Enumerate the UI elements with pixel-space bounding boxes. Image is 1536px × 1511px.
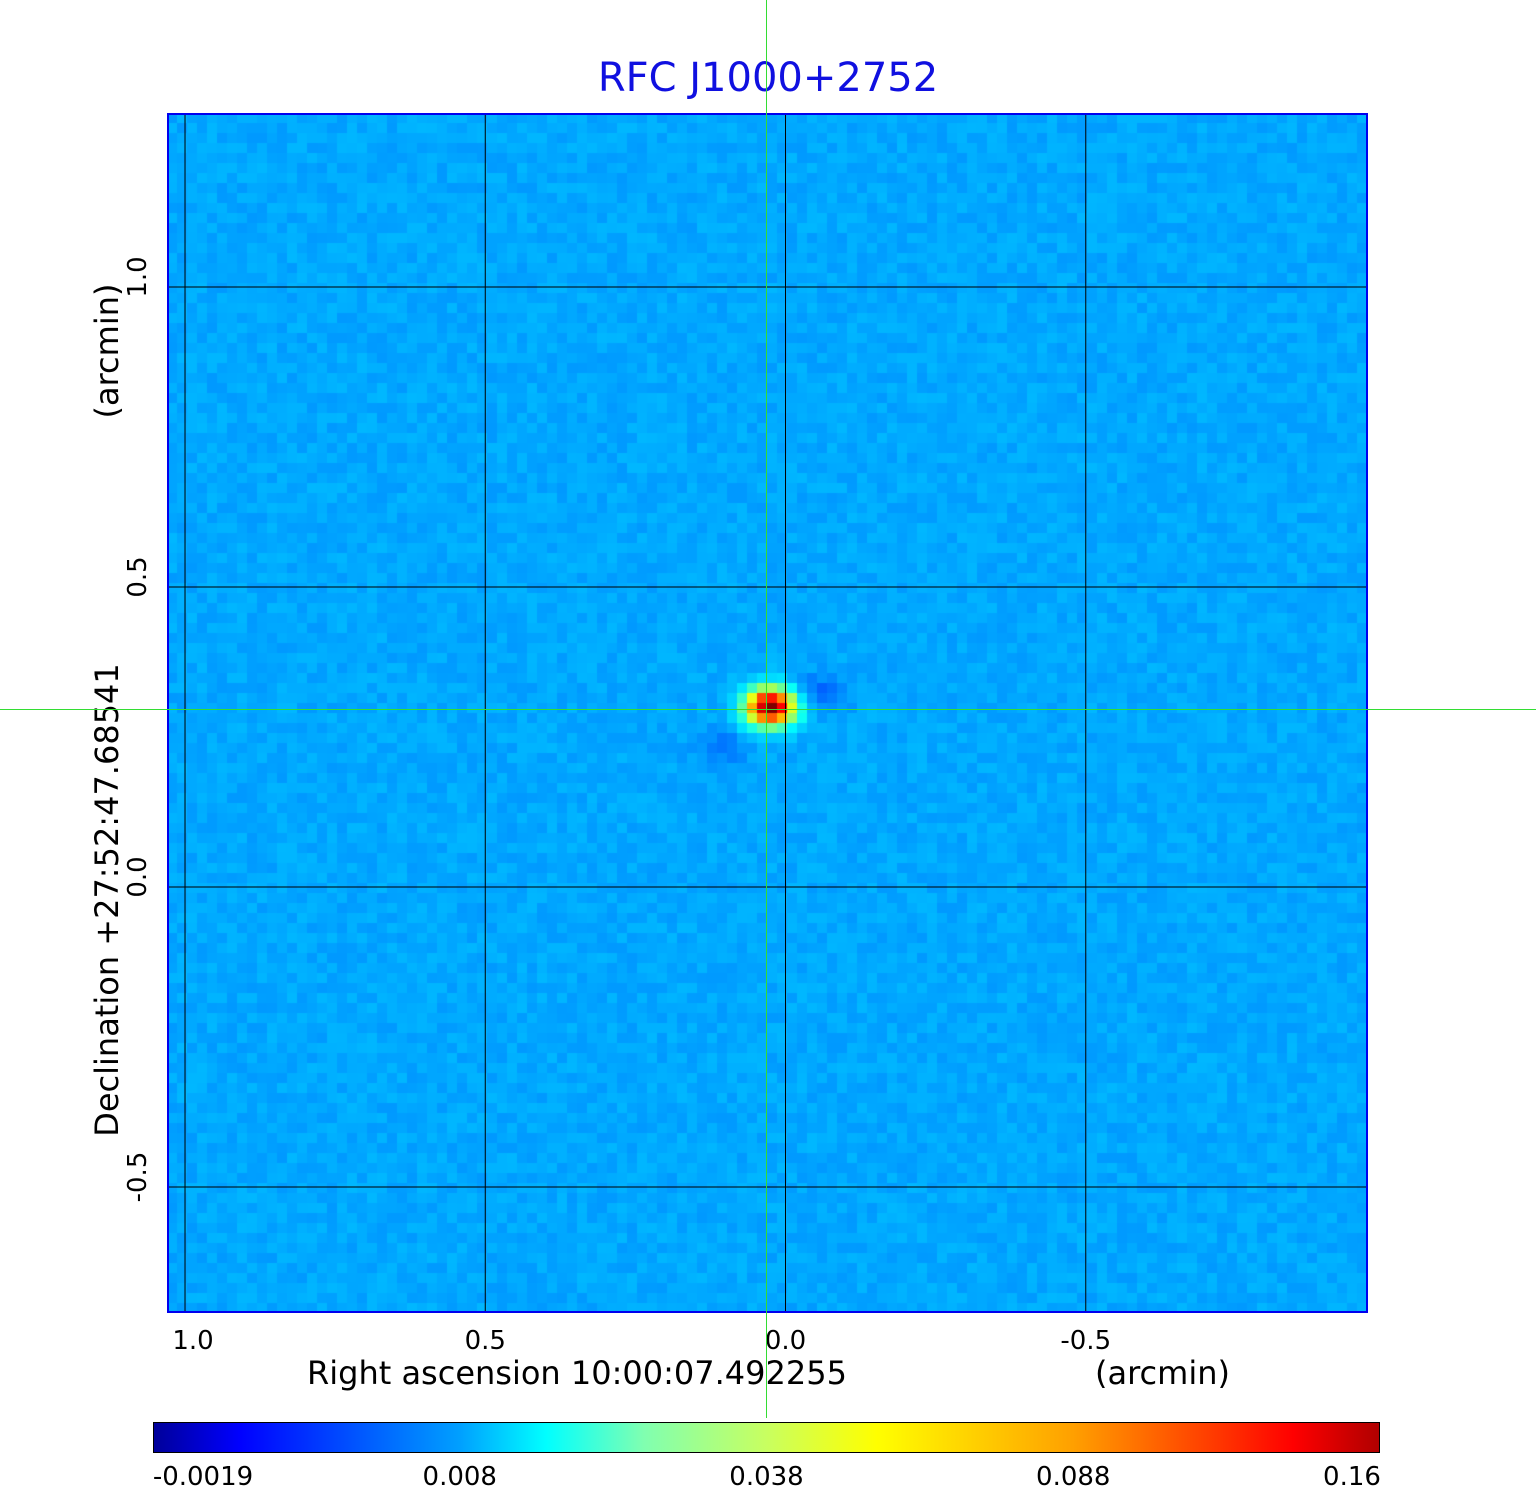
plot-frame bbox=[167, 113, 1368, 1313]
y-tick-label: 0.5 bbox=[123, 556, 153, 598]
crosshair-horizontal bbox=[0, 709, 1536, 710]
colorbar-tick-label: -0.0019 bbox=[152, 1462, 254, 1492]
x-axis-label: Right ascension 10:00:07.492255 bbox=[307, 1354, 847, 1392]
y-tick-label: 0.0 bbox=[123, 856, 153, 898]
chart-title: RFC J1000+2752 bbox=[597, 55, 939, 101]
x-tick-label: 0.0 bbox=[764, 1326, 807, 1356]
colorbar bbox=[153, 1422, 1380, 1453]
grid-lines bbox=[167, 113, 1368, 1313]
x-axis-unit: (arcmin) bbox=[1095, 1354, 1230, 1392]
x-tick-label: -0.5 bbox=[1060, 1326, 1112, 1356]
heatmap-image bbox=[167, 113, 1368, 1313]
colorbar-tick-label: 0.008 bbox=[422, 1462, 497, 1492]
y-axis-unit: (arcmin) bbox=[88, 283, 126, 419]
y-axis-label: Declination +27:52:47.68541 bbox=[88, 663, 126, 1137]
y-tick-label: 1.0 bbox=[123, 256, 153, 298]
x-tick-label: 0.5 bbox=[464, 1326, 506, 1356]
x-tick-label: 1.0 bbox=[172, 1326, 214, 1356]
colorbar-tick-label: 0.038 bbox=[729, 1462, 804, 1492]
colorbar-tick-label: 0.16 bbox=[1323, 1462, 1381, 1492]
y-tick-label: -0.5 bbox=[123, 1151, 153, 1203]
colorbar-tick-label: 0.088 bbox=[1036, 1462, 1111, 1492]
